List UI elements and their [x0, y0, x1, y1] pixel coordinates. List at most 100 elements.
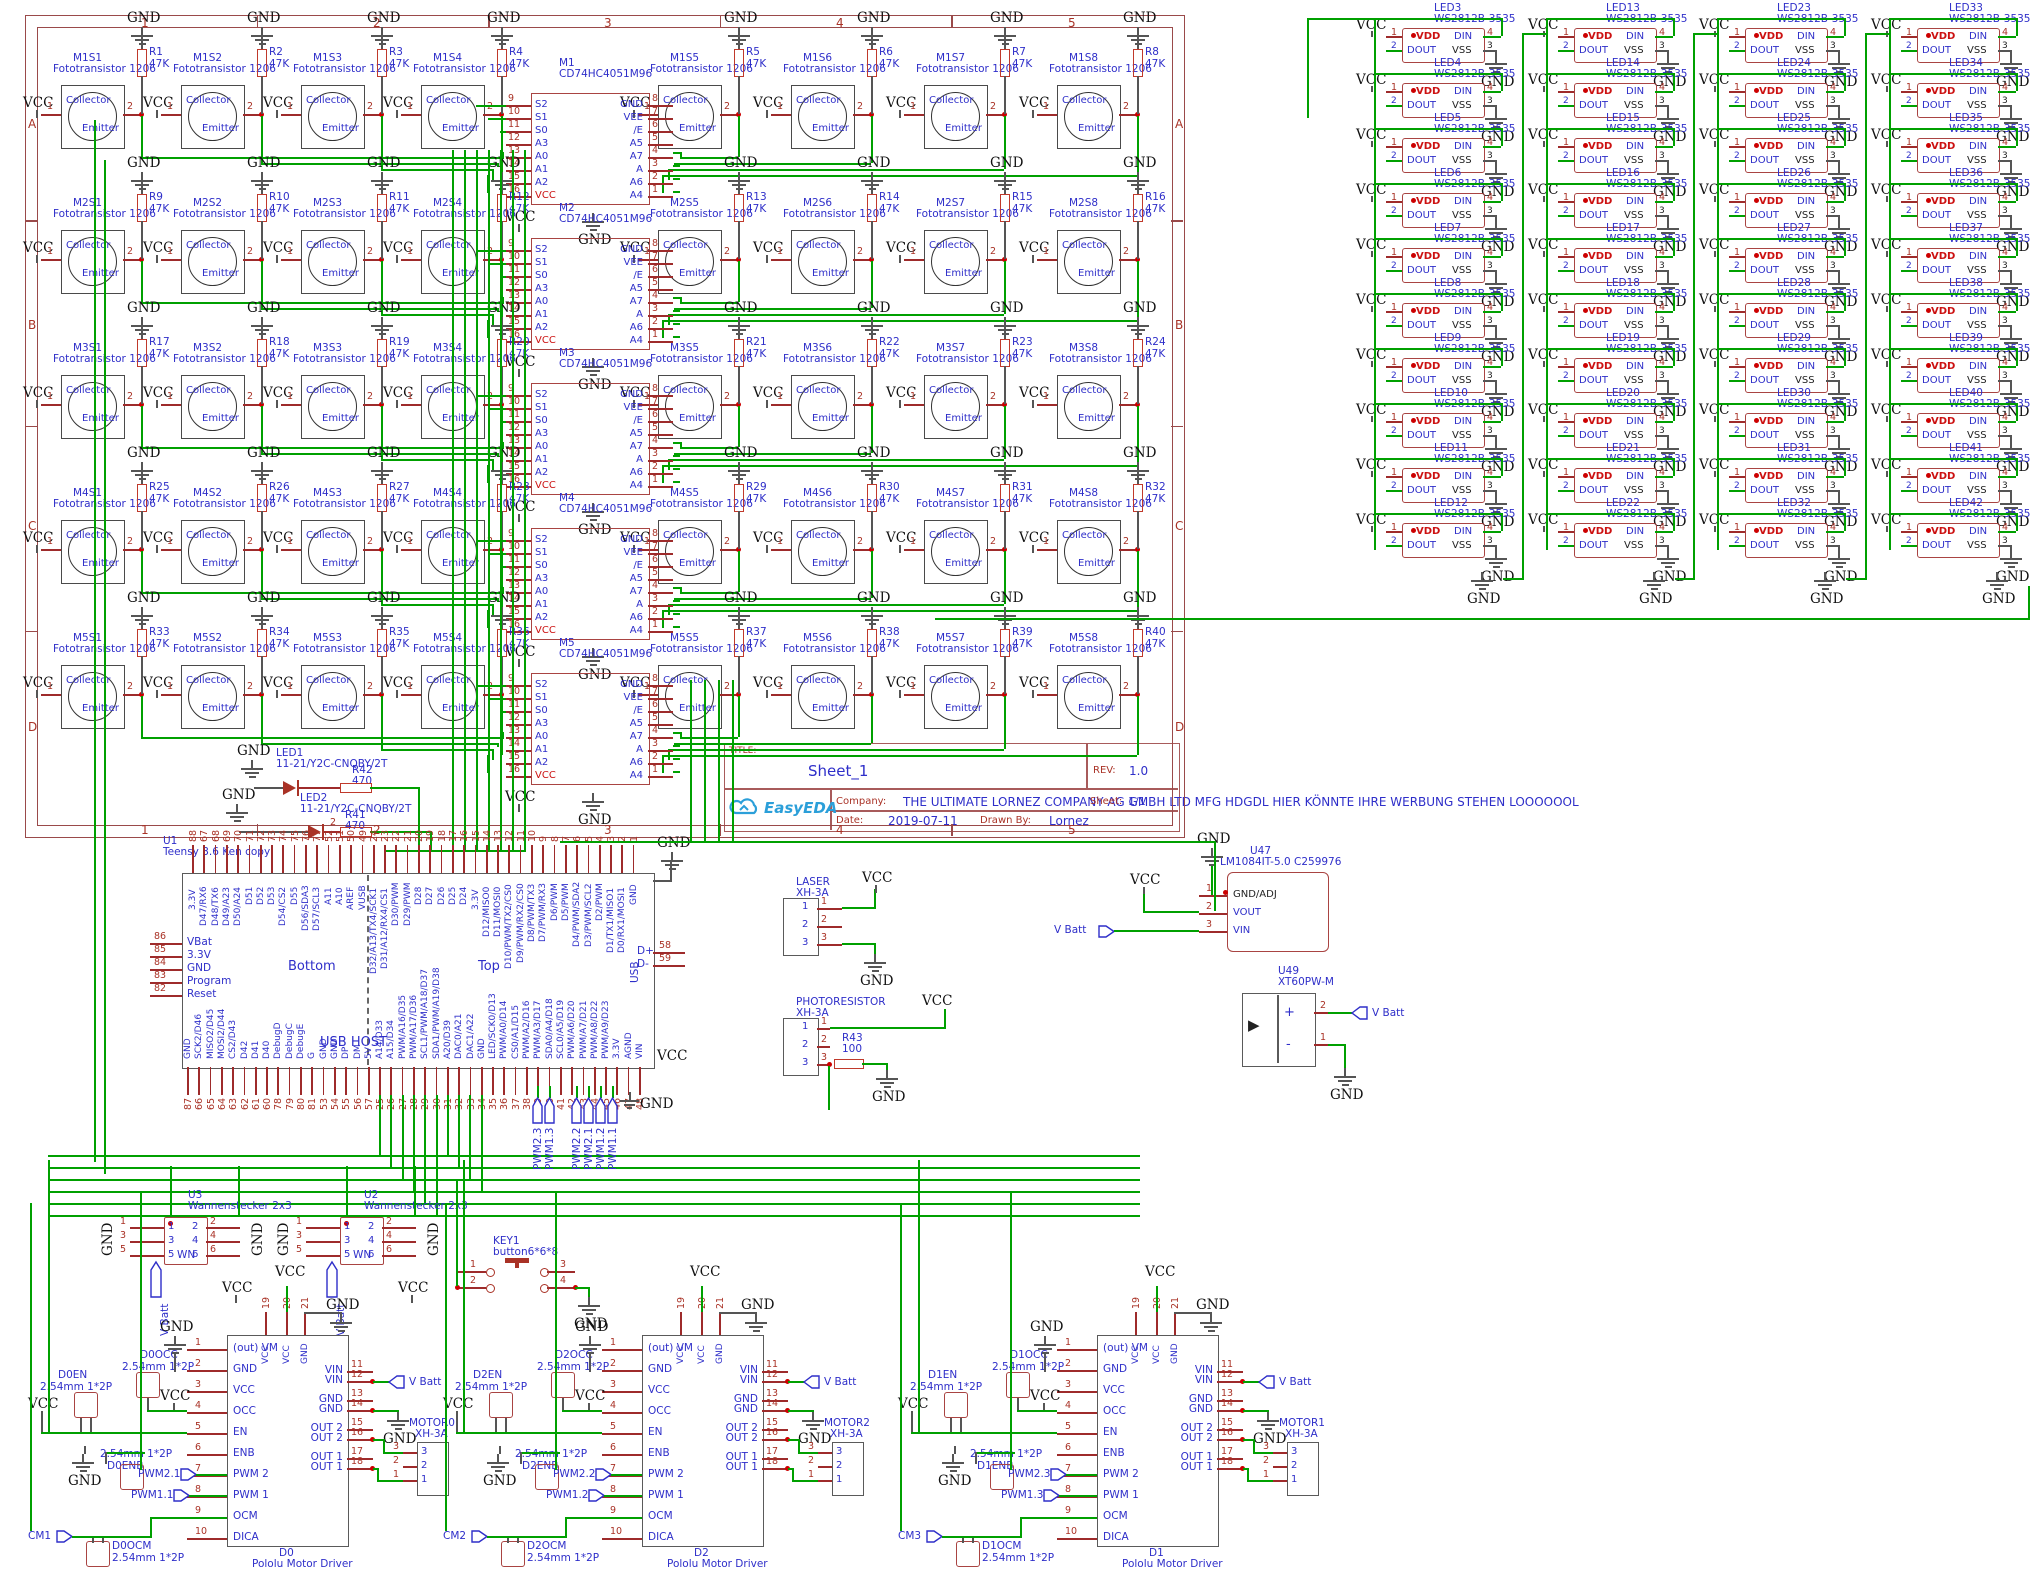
- phototransistor-symbol[interactable]: [301, 85, 365, 149]
- rev-value[interactable]: 1.0: [1129, 764, 1149, 778]
- multiplexer-symbol[interactable]: [531, 383, 650, 495]
- phototransistor-symbol[interactable]: [924, 520, 988, 584]
- led-symbol[interactable]: [283, 781, 296, 795]
- ws2812-led-symbol[interactable]: [1402, 193, 1485, 228]
- ws2812-led-symbol[interactable]: [1917, 303, 2000, 338]
- ws2812-led-symbol[interactable]: [1917, 248, 2000, 283]
- resistor[interactable]: [867, 49, 877, 77]
- ws2812-led-symbol[interactable]: [1402, 138, 1485, 173]
- phototransistor-symbol[interactable]: [301, 520, 365, 584]
- ws2812-led-symbol[interactable]: [1402, 468, 1485, 503]
- connector-symbol[interactable]: [120, 1464, 144, 1490]
- resistor[interactable]: [497, 484, 507, 512]
- resistor[interactable]: [867, 339, 877, 367]
- phototransistor-symbol[interactable]: [791, 85, 855, 149]
- connector-symbol[interactable]: [551, 1372, 575, 1398]
- phototransistor-symbol[interactable]: [791, 230, 855, 294]
- phototransistor-symbol[interactable]: [181, 85, 245, 149]
- phototransistor-symbol[interactable]: [658, 520, 722, 584]
- company-value[interactable]: THE ULTIMATE LORNEZ COMPANY AG GMBH LTD …: [903, 795, 1579, 809]
- phototransistor-symbol[interactable]: [301, 375, 365, 439]
- resistor[interactable]: [1000, 484, 1010, 512]
- ws2812-led-symbol[interactable]: [1402, 28, 1485, 63]
- phototransistor-symbol[interactable]: [924, 230, 988, 294]
- drawn-by-value[interactable]: Lornez: [1049, 814, 1089, 828]
- ws2812-led-symbol[interactable]: [1917, 523, 2000, 558]
- connector-symbol[interactable]: [990, 1464, 1014, 1490]
- ws2812-led-symbol[interactable]: [1745, 358, 1828, 393]
- teensy-symbol[interactable]: [182, 873, 655, 1069]
- ws2812-led-symbol[interactable]: [1745, 523, 1828, 558]
- multiplexer-symbol[interactable]: [531, 93, 650, 205]
- ws2812-led-symbol[interactable]: [1574, 83, 1657, 118]
- multiplexer-symbol[interactable]: [531, 673, 650, 785]
- resistor[interactable]: [1133, 629, 1143, 657]
- phototransistor-symbol[interactable]: [61, 375, 125, 439]
- ws2812-led-symbol[interactable]: [1917, 138, 2000, 173]
- resistor[interactable]: [377, 49, 387, 77]
- phototransistor-symbol[interactable]: [791, 665, 855, 729]
- ws2812-led-symbol[interactable]: [1574, 248, 1657, 283]
- phototransistor-symbol[interactable]: [181, 375, 245, 439]
- ws2812-led-symbol[interactable]: [1745, 468, 1828, 503]
- ws2812-led-symbol[interactable]: [1574, 358, 1657, 393]
- phototransistor-symbol[interactable]: [924, 85, 988, 149]
- connector-symbol[interactable]: [944, 1392, 968, 1418]
- ws2812-led-symbol[interactable]: [1917, 193, 2000, 228]
- key-switch-symbol[interactable]: [540, 1268, 549, 1277]
- resistor[interactable]: [867, 629, 877, 657]
- ws2812-led-symbol[interactable]: [1574, 303, 1657, 338]
- resistor[interactable]: [137, 194, 147, 222]
- resistor[interactable]: [257, 339, 267, 367]
- phototransistor-symbol[interactable]: [1057, 665, 1121, 729]
- phototransistor-symbol[interactable]: [61, 665, 125, 729]
- motor-driver-symbol[interactable]: [227, 1335, 349, 1547]
- resistor[interactable]: [1000, 194, 1010, 222]
- phototransistor-symbol[interactable]: [658, 230, 722, 294]
- resistor[interactable]: [734, 49, 744, 77]
- resistor[interactable]: [734, 339, 744, 367]
- resistor[interactable]: [137, 339, 147, 367]
- connector-symbol[interactable]: [86, 1541, 110, 1567]
- ws2812-led-symbol[interactable]: [1745, 303, 1828, 338]
- resistor[interactable]: [377, 339, 387, 367]
- resistor[interactable]: [1000, 49, 1010, 77]
- ws2812-led-symbol[interactable]: [1917, 28, 2000, 63]
- ws2812-led-symbol[interactable]: [1574, 413, 1657, 448]
- connector-symbol[interactable]: [136, 1372, 160, 1398]
- phototransistor-symbol[interactable]: [61, 520, 125, 584]
- phototransistor-symbol[interactable]: [658, 375, 722, 439]
- connector-symbol[interactable]: [783, 898, 819, 956]
- phototransistor-symbol[interactable]: [61, 230, 125, 294]
- connector-symbol[interactable]: [783, 1018, 819, 1076]
- ws2812-led-symbol[interactable]: [1402, 413, 1485, 448]
- resistor[interactable]: [1133, 49, 1143, 77]
- ws2812-led-symbol[interactable]: [1574, 523, 1657, 558]
- phototransistor-symbol[interactable]: [658, 85, 722, 149]
- led-symbol[interactable]: [308, 825, 321, 839]
- resistor[interactable]: [257, 194, 267, 222]
- voltage-regulator-symbol[interactable]: [1227, 872, 1329, 952]
- ws2812-led-symbol[interactable]: [1745, 83, 1828, 118]
- phototransistor-symbol[interactable]: [1057, 375, 1121, 439]
- resistor[interactable]: [1133, 194, 1143, 222]
- phototransistor-symbol[interactable]: [301, 665, 365, 729]
- phototransistor-symbol[interactable]: [1057, 85, 1121, 149]
- key-switch-symbol[interactable]: [486, 1284, 495, 1293]
- resistor[interactable]: [734, 484, 744, 512]
- resistor[interactable]: [377, 194, 387, 222]
- ws2812-led-symbol[interactable]: [1402, 303, 1485, 338]
- key-switch-symbol[interactable]: [486, 1268, 495, 1277]
- resistor[interactable]: [257, 49, 267, 77]
- resistor[interactable]: [340, 783, 372, 793]
- multiplexer-symbol[interactable]: [531, 528, 650, 640]
- connector-symbol[interactable]: [489, 1392, 513, 1418]
- phototransistor-symbol[interactable]: [1057, 520, 1121, 584]
- phototransistor-symbol[interactable]: [301, 230, 365, 294]
- resistor[interactable]: [1133, 339, 1143, 367]
- ws2812-led-symbol[interactable]: [1745, 138, 1828, 173]
- phototransistor-symbol[interactable]: [181, 230, 245, 294]
- ws2812-led-symbol[interactable]: [1917, 83, 2000, 118]
- phototransistor-symbol[interactable]: [61, 85, 125, 149]
- ws2812-led-symbol[interactable]: [1745, 248, 1828, 283]
